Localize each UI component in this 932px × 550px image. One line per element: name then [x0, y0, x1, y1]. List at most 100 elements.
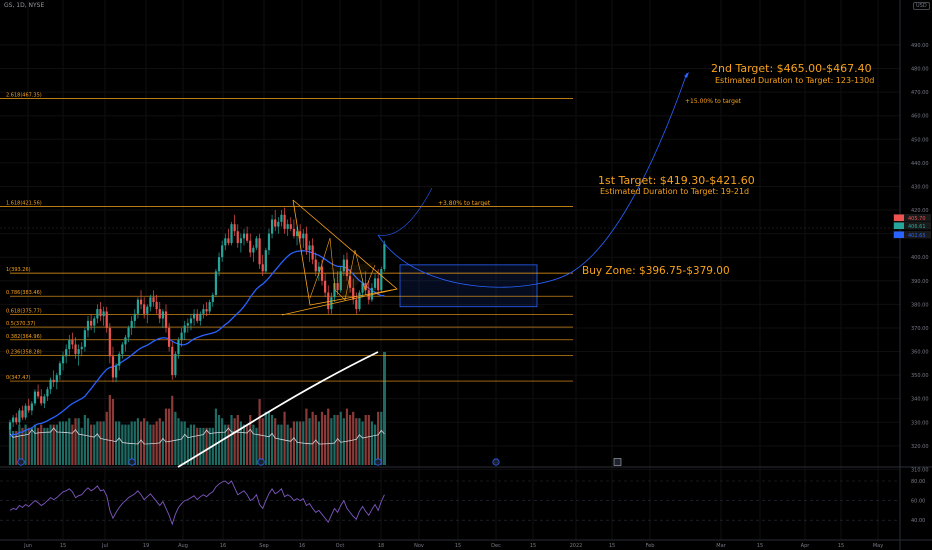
candle-body[interactable] [249, 240, 252, 253]
candle-body[interactable] [15, 417, 18, 423]
candle-body[interactable] [27, 405, 30, 411]
candle-body[interactable] [289, 224, 292, 229]
candle-body[interactable] [111, 356, 115, 378]
candle-body[interactable] [12, 417, 15, 423]
candle-body[interactable] [211, 294, 214, 303]
second-target-title[interactable]: 2nd Target: $465.00-$467.40 [711, 62, 872, 75]
candle-body[interactable] [161, 311, 164, 319]
candle-body[interactable] [52, 379, 55, 383]
candle-body[interactable] [308, 245, 311, 251]
earnings-marker[interactable] [613, 458, 622, 466]
candle-body[interactable] [108, 327, 111, 357]
candle-body[interactable] [171, 346, 174, 376]
candle-body[interactable] [43, 396, 46, 404]
event-markers[interactable] [17, 458, 622, 466]
candle-body[interactable] [217, 257, 221, 272]
candle-body[interactable] [21, 410, 24, 418]
candle-body[interactable] [40, 396, 43, 404]
candle-body[interactable] [114, 365, 118, 378]
triangle-lower-trendline[interactable] [281, 288, 398, 316]
candle-body[interactable] [221, 245, 224, 258]
candle-body[interactable] [292, 228, 296, 236]
candle-body[interactable] [345, 259, 349, 277]
candle-body[interactable] [258, 238, 261, 265]
candle-body[interactable] [373, 278, 377, 288]
candle-body[interactable] [180, 332, 183, 340]
candle-body[interactable] [80, 346, 83, 350]
candle-body[interactable] [283, 214, 286, 229]
candle-body[interactable] [302, 233, 305, 239]
candle-body[interactable] [8, 422, 12, 430]
candle-body[interactable] [246, 233, 249, 241]
candle-body[interactable] [367, 290, 370, 300]
candle-body[interactable] [121, 344, 124, 354]
candle-body[interactable] [105, 311, 108, 328]
price-tag-label[interactable]: 405.70 [908, 216, 926, 222]
candle-body[interactable] [205, 309, 208, 312]
candle-body[interactable] [280, 214, 283, 222]
candle-body[interactable] [130, 320, 133, 328]
dividend-marker[interactable] [374, 458, 382, 466]
candle-body[interactable] [71, 339, 74, 345]
rsi-line[interactable] [9, 480, 385, 526]
dividend-marker[interactable] [128, 458, 136, 466]
candle-body[interactable] [149, 297, 152, 307]
candle-body[interactable] [361, 283, 364, 293]
candle-body[interactable] [33, 391, 37, 404]
candle-body[interactable] [189, 318, 193, 324]
candle-body[interactable] [18, 410, 21, 423]
candle-body[interactable] [314, 259, 317, 272]
first-target-title[interactable]: 1st Target: $419.30-$421.60 [598, 174, 755, 187]
candle-body[interactable] [49, 379, 52, 390]
candle-body[interactable] [174, 353, 177, 376]
candle-body[interactable] [305, 233, 308, 251]
candle-body[interactable] [239, 238, 242, 244]
candle-body[interactable] [77, 349, 80, 354]
candle-body[interactable] [139, 299, 143, 305]
triangle-outline[interactable] [292, 199, 398, 306]
candle-body[interactable] [333, 283, 336, 298]
dividend-marker[interactable] [257, 458, 265, 466]
candle-body[interactable] [286, 224, 289, 229]
candle-body[interactable] [342, 259, 345, 272]
candle-body[interactable] [155, 302, 158, 310]
candle-body[interactable] [255, 238, 258, 248]
candle-body[interactable] [146, 306, 149, 314]
candle-body[interactable] [380, 268, 383, 291]
candle-body[interactable] [299, 231, 302, 239]
future-event-marker[interactable] [492, 458, 500, 466]
candle-body[interactable] [295, 231, 299, 236]
candle-body[interactable] [118, 353, 121, 366]
candle-body[interactable] [183, 325, 186, 333]
candle-body[interactable] [58, 363, 62, 376]
candle-body[interactable] [90, 320, 93, 326]
candle-body[interactable] [65, 349, 68, 357]
price-axis[interactable]: 310.00 320.00 330.00 340.00 350.00 360.00 370.… [893, 43, 931, 473]
candle-body[interactable] [24, 405, 27, 418]
candle-body[interactable] [274, 219, 277, 227]
candle-body[interactable] [317, 266, 320, 272]
candle-body[interactable] [102, 311, 105, 317]
candle-body[interactable] [196, 313, 199, 321]
candle-body[interactable] [358, 292, 361, 310]
candle-body[interactable] [136, 299, 140, 314]
candle-body[interactable] [192, 313, 196, 319]
candle-body[interactable] [93, 318, 96, 326]
candle-body[interactable] [168, 327, 171, 347]
candle-body[interactable] [311, 245, 314, 260]
fib-levels[interactable]: 2.618(467.35) 1.618(421.56) 1(393.26) 0.786… [0, 92, 573, 382]
candle-body[interactable] [164, 311, 168, 328]
candle-body[interactable] [177, 339, 180, 354]
candle-body[interactable] [327, 292, 330, 310]
candle-body[interactable] [348, 276, 352, 288]
candle-body[interactable] [30, 403, 33, 411]
candle-body[interactable] [355, 299, 358, 310]
candle-body[interactable] [377, 278, 380, 291]
candle-body[interactable] [252, 247, 255, 253]
candle-body[interactable] [339, 271, 342, 291]
candle-body[interactable] [61, 356, 65, 364]
candle-body[interactable] [152, 297, 155, 303]
candle-body[interactable] [99, 309, 102, 317]
candle-body[interactable] [186, 323, 189, 326]
